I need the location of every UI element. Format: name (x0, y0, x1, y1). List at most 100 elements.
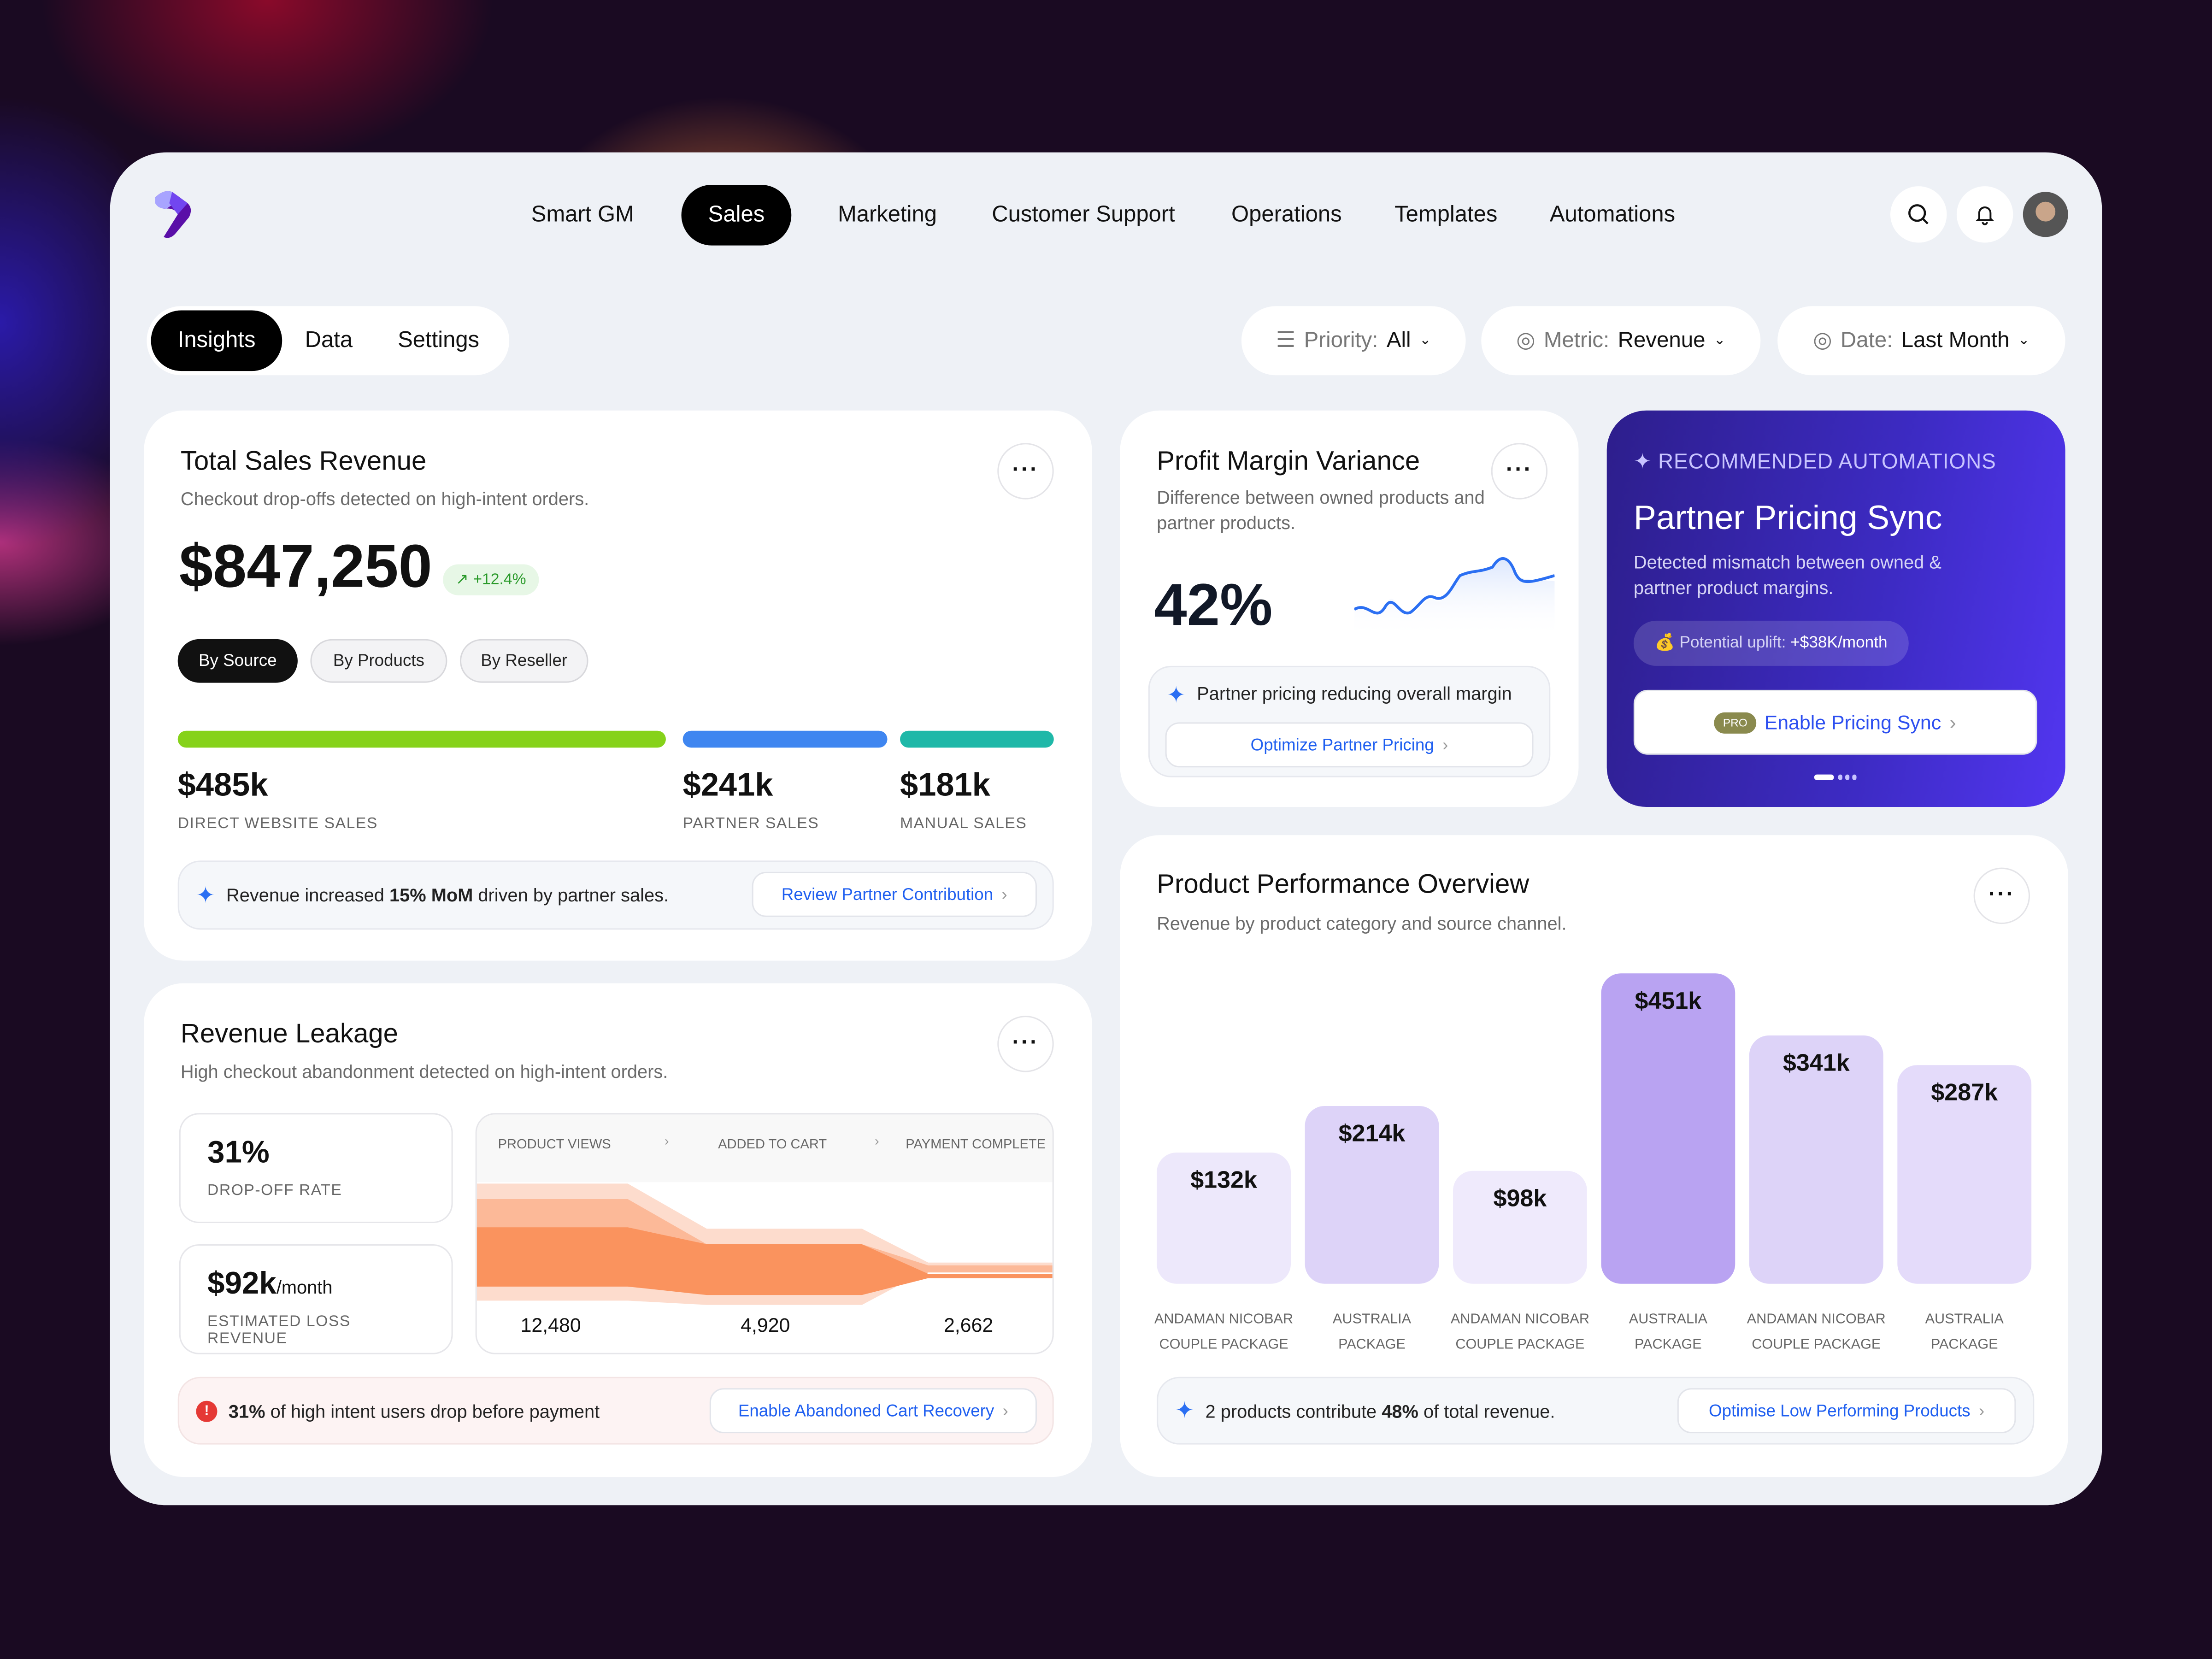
chip-by-source[interactable]: By Source (177, 639, 298, 683)
bar-category-label: ANDAMAN NICOBAR COUPLE PACKAGE (1154, 1312, 1294, 1353)
nav-automations[interactable]: Automations (1549, 203, 1676, 227)
bar-category-label: AUSTRALIA PACKAGE (1332, 1312, 1412, 1353)
date-filter[interactable]: ◎ Date: Last Month ⌄ (1777, 306, 2065, 376)
enable-abandoned-cart-recovery-button[interactable]: Enable Abandoned Cart Recovery › (709, 1388, 1037, 1434)
product-bar[interactable] (1749, 1035, 1883, 1284)
chevron-right-icon: › (1978, 1400, 1985, 1421)
notifications-button[interactable] (1956, 186, 2013, 243)
funnel-shape (477, 1183, 1053, 1305)
bar-category-label: AUSTRALIA PACKAGE (1925, 1312, 2004, 1353)
nav-operations[interactable]: Operations (1231, 203, 1342, 227)
more-options-button[interactable]: ··· (1491, 443, 1548, 500)
product-bar[interactable] (1305, 1106, 1439, 1284)
funnel-header: PRODUCT VIEWS › ADDED TO CART › PAYMENT … (477, 1114, 1053, 1182)
optimise-low-performing-products-button[interactable]: Optimise Low Performing Products › (1677, 1388, 2016, 1434)
search-button[interactable] (1890, 186, 1947, 243)
alert-text: 31% of high intent users drop before pay… (228, 1400, 600, 1422)
bar-value-label: $451k (1635, 987, 1702, 1014)
sort-icon: ☰ (1276, 329, 1296, 353)
direct-sales-value: $485k (177, 766, 268, 803)
card-title: Revenue Leakage (180, 1020, 399, 1050)
product-bar[interactable] (1157, 1152, 1291, 1284)
pro-badge: PRO (1714, 712, 1756, 733)
card-subtitle: High checkout abandonment detected on hi… (180, 1061, 668, 1082)
loss-unit: /month (276, 1277, 333, 1298)
funnel-stage: PRODUCT VIEWS (498, 1137, 611, 1153)
direct-sales-label: DIRECT WEBSITE SALES (177, 815, 378, 833)
automation-label: ✦ RECOMMENDED AUTOMATIONS (1633, 450, 1996, 474)
avatar-face-icon (2036, 201, 2056, 222)
nav-customer-support[interactable]: Customer Support (992, 203, 1175, 227)
insight-text: Revenue increased 15% MoM driven by part… (226, 884, 669, 906)
bar-value-label: $98k (1493, 1185, 1547, 1212)
review-partner-contribution-button[interactable]: Review Partner Contribution › (752, 871, 1037, 917)
filter-value: Revenue (1618, 328, 1706, 352)
product-bar[interactable] (1897, 1065, 2032, 1284)
enable-pricing-sync-button[interactable]: PRO Enable Pricing Sync › (1633, 689, 2037, 755)
tab-data[interactable]: Data (305, 329, 353, 353)
card-title: Total Sales Revenue (180, 447, 427, 477)
partner-sales-label: PARTNER SALES (682, 815, 819, 833)
sparkle-icon: ✦ (1175, 1399, 1194, 1424)
dropoff-value: 31% (207, 1134, 270, 1170)
more-options-button[interactable]: ··· (1973, 867, 2030, 924)
change-badge: ↗ +12.4% (443, 564, 539, 595)
manual-sales-bar (900, 730, 1054, 748)
avatar[interactable] (2023, 192, 2068, 237)
bell-icon (1975, 206, 1994, 225)
bar-category-label: ANDAMAN NICOBAR COUPLE PACKAGE (1450, 1312, 1589, 1353)
nav-templates[interactable]: Templates (1394, 203, 1498, 227)
card-title: Product Performance Overview (1157, 870, 1530, 900)
nav-marketing[interactable]: Marketing (837, 203, 937, 227)
bar-category-label: AUSTRALIA PACKAGE (1629, 1312, 1707, 1353)
app-logo[interactable] (149, 189, 197, 240)
insight-text: 2 products contribute 48% of total reven… (1205, 1400, 1555, 1422)
more-options-button[interactable]: ··· (997, 1016, 1054, 1072)
button-label: Review Partner Contribution (781, 884, 994, 905)
button-label: Enable Pricing Sync (1764, 711, 1941, 734)
automation-description: Detected mismatch between owned & partne… (1633, 551, 1941, 598)
manual-sales-value: $181k (900, 766, 990, 803)
tab-insights[interactable]: Insights (151, 310, 282, 371)
carousel-dot-active[interactable] (1814, 774, 1834, 780)
target-icon: ◎ (1516, 329, 1535, 353)
money-bag-icon: 💰 (1654, 635, 1675, 652)
filter-value: Last Month (1901, 328, 2010, 352)
alert-icon: ! (196, 1400, 218, 1422)
chevron-right-icon: › (1002, 1400, 1008, 1421)
nav-smart-gm[interactable]: Smart GM (531, 203, 634, 227)
sparkle-icon: ✦ (1166, 684, 1186, 708)
carousel-dots[interactable] (1838, 774, 1857, 780)
chevron-right-icon: › (664, 1134, 669, 1150)
loss-value: $92k (207, 1265, 276, 1301)
funnel-value: 2,662 (943, 1313, 994, 1336)
manual-sales-label: MANUAL SALES (900, 815, 1027, 833)
priority-filter[interactable]: ☰ Priority: All ⌄ (1241, 306, 1466, 376)
filter-value: All (1386, 328, 1411, 352)
profit-margin-value: 42% (1154, 571, 1273, 638)
product-bar[interactable] (1601, 973, 1735, 1284)
automation-title: Partner Pricing Sync (1633, 499, 1942, 538)
change-value: +12.4% (473, 571, 526, 588)
nav-sales[interactable]: Sales (681, 185, 792, 246)
sparkle-icon: ✦ (1633, 450, 1658, 474)
chip-by-reseller[interactable]: By Reseller (459, 639, 588, 683)
product-bar[interactable] (1453, 1171, 1587, 1284)
metric-filter[interactable]: ◎ Metric: Revenue ⌄ (1481, 306, 1761, 376)
tab-settings[interactable]: Settings (398, 329, 480, 353)
chevron-down-icon: ⌄ (1419, 333, 1431, 349)
chip-by-products[interactable]: By Products (310, 639, 447, 683)
optimize-partner-pricing-button[interactable]: Optimize Partner Pricing › (1165, 722, 1534, 768)
bar-value-label: $214k (1338, 1120, 1406, 1147)
sub-tabs: Insights Data Settings (147, 306, 510, 376)
bar-value-label: $132k (1190, 1166, 1257, 1193)
card-subtitle: Revenue by product category and source c… (1157, 912, 1567, 934)
loss-label: ESTIMATED LOSS REVENUE (207, 1313, 351, 1347)
margin-sparkline (1354, 557, 1555, 638)
dropoff-label: DROP-OFF RATE (207, 1182, 342, 1200)
chevron-right-icon: › (1442, 735, 1448, 755)
card-title: Profit Margin Variance (1157, 447, 1420, 477)
chevron-right-icon: › (1001, 884, 1007, 905)
more-options-button[interactable]: ··· (997, 443, 1054, 500)
bar-value-label: $341k (1783, 1049, 1850, 1076)
